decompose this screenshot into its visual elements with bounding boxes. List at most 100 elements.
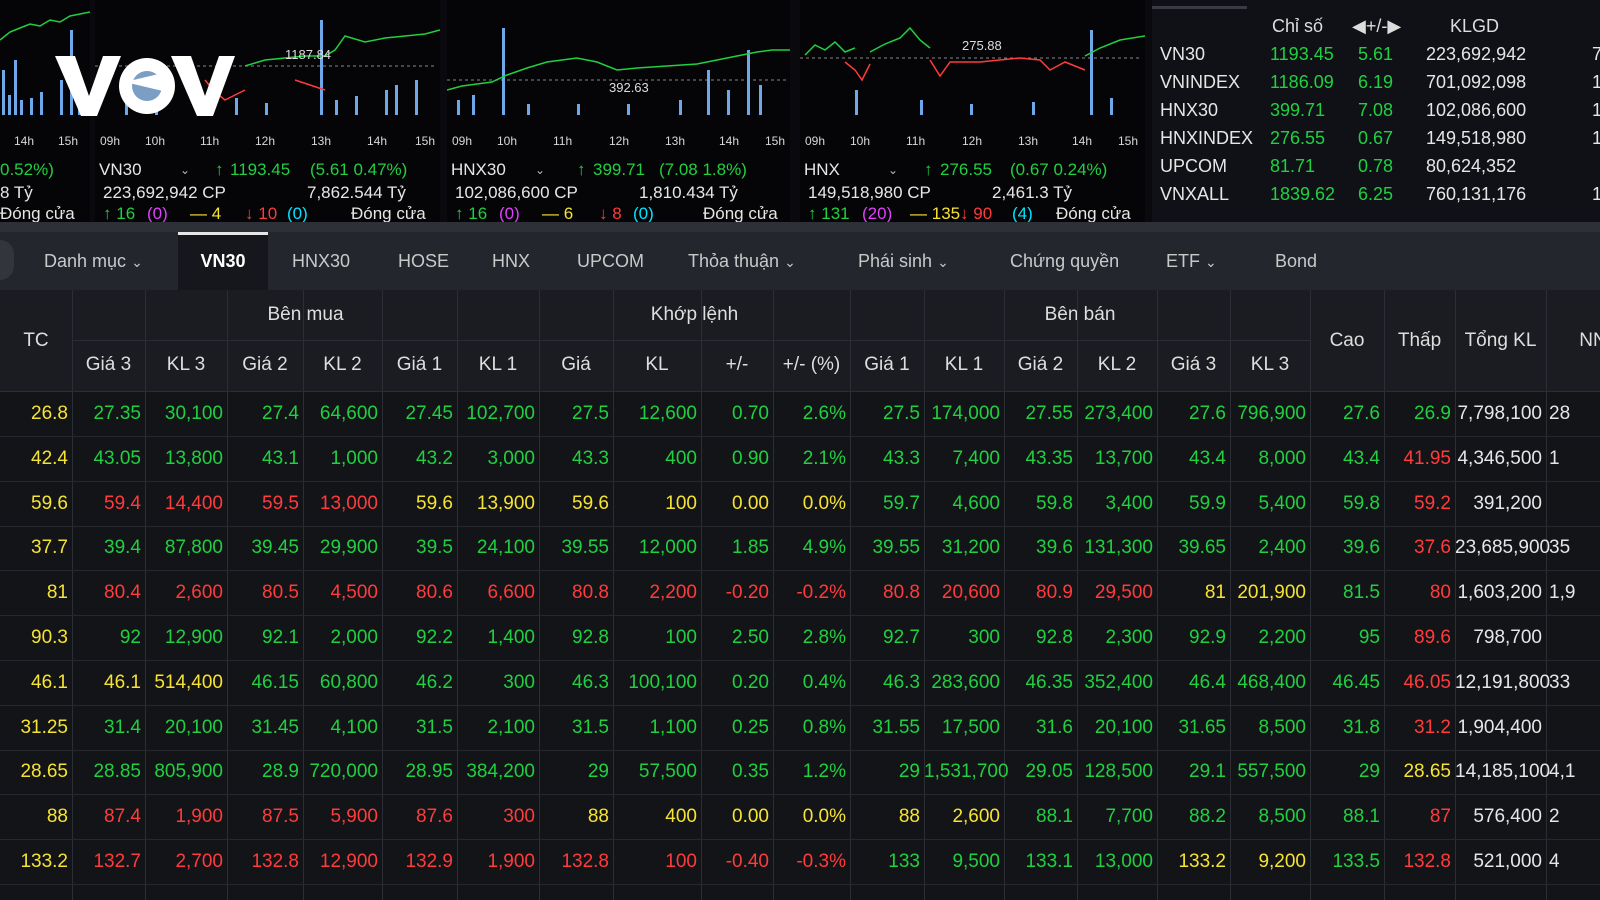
column-header[interactable]: +/- xyxy=(725,354,749,375)
cell-value: 9,500 xyxy=(952,851,1000,872)
time-tick: 13h xyxy=(1018,134,1039,148)
index-name-select[interactable]: HNX30 xyxy=(451,160,506,179)
cell-value: 300 xyxy=(968,627,1000,648)
column-header[interactable]: KL xyxy=(645,354,669,375)
table-row[interactable]: 46.1 46.1 514,400 46.15 60,800 46.2 300 46.3 100… xyxy=(0,661,1600,705)
cell-value: 30,100 xyxy=(164,403,223,424)
tab-etf[interactable]: ETF ⌄ xyxy=(1166,251,1217,271)
market-status: Đóng cửa xyxy=(351,204,426,222)
index-change: (7.08 1.8%) xyxy=(659,160,747,179)
column-header[interactable]: Cao xyxy=(1329,330,1365,351)
column-header[interactable]: Giá 2 xyxy=(1017,354,1064,375)
cell-value: 57,500 xyxy=(638,761,697,783)
trade-value: 2,461.3 Tỷ xyxy=(992,183,1073,202)
column-header[interactable]: Tổng KL xyxy=(1464,330,1537,351)
table-row[interactable]: 26.8 27.35 30,100 27.4 64,600 27.45 102,700 27.… xyxy=(0,392,1600,436)
chevron-down-icon[interactable]: ⌄ xyxy=(888,163,899,177)
column-header[interactable]: Giá 2 xyxy=(242,354,288,375)
time-tick: 09h xyxy=(100,134,121,148)
table-row[interactable]: 59.6 59.4 14,400 59.5 13,000 59.6 13,900 59.6 10… xyxy=(0,482,1600,526)
column-header[interactable]: Giá 1 xyxy=(864,354,910,375)
table-row[interactable]: 42.4 43.05 13,800 43.1 1,000 43.2 3,000 43.3 400… xyxy=(0,437,1600,481)
cell-value: 80.9 xyxy=(1036,582,1073,604)
index-row[interactable]: VNINDEX 1186.09 6.19 701,092,098 1 xyxy=(1152,68,1600,96)
column-header[interactable]: KL 2 xyxy=(1097,354,1137,375)
cell-value: 0.20 xyxy=(732,671,769,693)
cell-value: 46.05 xyxy=(1403,671,1451,693)
board-header xyxy=(0,290,1600,392)
tab-phai-sinh[interactable]: Phái sinh ⌄ xyxy=(858,251,949,271)
cell-reference: 81 xyxy=(46,582,68,604)
chart-panel-vn30[interactable]: 1187.84 09h 10h 11h 12h 13h 14h 15h VN30… xyxy=(95,0,440,222)
cell-value: 1,904,400 xyxy=(1457,716,1542,738)
index-name-select[interactable]: VN30 xyxy=(99,160,142,179)
column-header[interactable]: KL 1 xyxy=(944,354,984,375)
cell-value: 4.9% xyxy=(802,537,846,559)
chart-panel-hnx[interactable]: 275.88 09h 10h 11h 12h 13h 14h 15h HNX ⌄… xyxy=(800,0,1145,222)
column-header[interactable]: Giá 3 xyxy=(85,354,132,375)
cell-value: 64,600 xyxy=(319,403,378,424)
tab-hnx[interactable]: HNX xyxy=(492,251,531,271)
index-row[interactable]: UPCOM 81.71 0.78 80,624,352 xyxy=(1152,152,1600,180)
tab-hose[interactable]: HOSE xyxy=(398,251,450,271)
tab-bond[interactable]: Bond xyxy=(1275,251,1318,271)
chart-panel-hnx30[interactable]: 392.63 09h 10h 11h 12h 13h 14h 15h HNX30… xyxy=(447,0,790,222)
table-row[interactable]: 28.65 28.85 805,900 28.9 720,000 28.95 384,200… xyxy=(0,750,1600,794)
column-header[interactable]: Thấp xyxy=(1397,330,1442,351)
column-header[interactable]: Giá xyxy=(561,354,591,375)
cell-value: 27.5 xyxy=(883,403,920,424)
index-row[interactable]: VN30 1193.45 5.61 223,692,942 7 xyxy=(1152,40,1600,68)
arrow-up-icon: ↑ xyxy=(215,160,224,179)
tab-upcom[interactable]: UPCOM xyxy=(577,251,644,271)
index-row[interactable]: HNX30 399.71 7.08 102,086,600 1 xyxy=(1152,96,1600,124)
cell-value: 4,1 xyxy=(1549,761,1576,783)
tab-scroll-left[interactable] xyxy=(0,240,14,280)
cell-value: 89.6 xyxy=(1414,627,1451,648)
cell-value: 805,900 xyxy=(154,761,223,783)
column-header[interactable]: NN xyxy=(1579,330,1600,351)
column-header[interactable]: Giá 1 xyxy=(396,354,443,375)
table-row[interactable]: 90.3 92 12,900 92.1 2,000 92.2 1,400 92.8 100 2.5… xyxy=(0,616,1600,660)
trade-volume: 102,086,600 CP xyxy=(455,183,578,202)
table-row[interactable]: 37.7 39.4 87,800 39.45 29,900 39.5 24,100 39.55… xyxy=(0,526,1600,570)
cell-value: 391,200 xyxy=(1473,492,1542,514)
cell-reference: 46.1 xyxy=(31,671,68,693)
column-header[interactable]: KL 1 xyxy=(478,354,518,375)
column-header[interactable]: +/- (%) xyxy=(782,354,841,375)
intraday-chart xyxy=(800,26,1145,115)
index-name-select[interactable]: HNX xyxy=(804,160,840,179)
column-header[interactable]: KL 2 xyxy=(323,354,362,375)
cell-value: 28 xyxy=(1549,403,1571,424)
tab-chung-quyen[interactable]: Chứng quyền xyxy=(1010,251,1120,271)
column-header[interactable]: TC xyxy=(23,330,49,351)
tab-vn30[interactable]: VN30 xyxy=(178,232,268,290)
col-header-change[interactable]: ◀+/-▶ xyxy=(1352,16,1402,36)
chevron-down-icon[interactable]: ⌄ xyxy=(535,163,546,177)
cell-value: 29.05 xyxy=(1025,761,1073,783)
cell-value: 521,000 xyxy=(1473,851,1542,872)
table-row[interactable]: 133.2 132.7 2,700 132.8 12,900 132.9 1,900 132.… xyxy=(0,840,1600,884)
column-header[interactable]: KL 3 xyxy=(1250,354,1290,375)
table-row[interactable]: 31.25 31.4 20,100 31.45 4,100 31.5 2,100 31.5 1,… xyxy=(0,706,1600,750)
cell-reference: 90.3 xyxy=(31,627,68,648)
column-divider xyxy=(1455,290,1456,900)
table-row[interactable]: 88 87.4 1,900 87.5 5,900 87.6 300 88 400 0.00 0.0%… xyxy=(0,795,1600,839)
floor-count: (0) xyxy=(633,204,654,222)
index-row[interactable]: HNXINDEX 276.55 0.67 149,518,980 1 xyxy=(1152,124,1600,152)
cell-reference: 28.65 xyxy=(20,761,68,783)
cell-value: 26.9 xyxy=(1414,403,1451,424)
index-row[interactable]: VNXALL 1839.62 6.25 760,131,176 1 xyxy=(1152,180,1600,208)
cell-value: 3,400 xyxy=(1105,492,1153,514)
tab-thoa-thuan[interactable]: Thỏa thuận ⌄ xyxy=(688,251,796,271)
cell-value: 43.1 xyxy=(262,447,299,469)
index-extra: 1 xyxy=(1592,72,1600,92)
table-row[interactable]: 81 80.4 2,600 80.5 4,500 80.6 6,600 80.8 2,200 -0… xyxy=(0,571,1600,615)
tab-danh-muc[interactable]: Danh mục ⌄ xyxy=(44,251,143,271)
chevron-down-icon[interactable]: ⌄ xyxy=(180,163,191,177)
column-header[interactable]: Giá 3 xyxy=(1170,354,1217,375)
column-header[interactable]: KL 3 xyxy=(166,354,206,375)
cell-value: 8,500 xyxy=(1258,806,1306,828)
tab-hnx30[interactable]: HNX30 xyxy=(292,251,351,271)
cell-value: 0.0% xyxy=(802,806,846,828)
cell-value: 2,000 xyxy=(330,627,378,648)
